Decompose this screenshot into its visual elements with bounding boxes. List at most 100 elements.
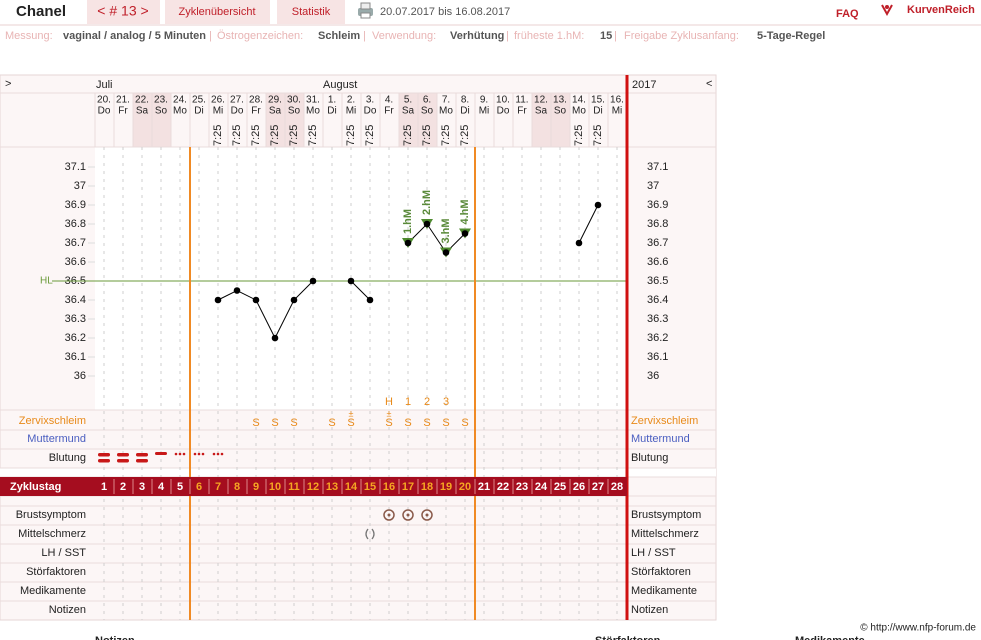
tab-label[interactable]: Statistik [292, 6, 331, 18]
breast-symptom [421, 509, 433, 521]
temp-point [575, 239, 583, 247]
y-tick-label: 37.1 [647, 161, 668, 173]
bleeding [212, 452, 216, 456]
weekend-cell [417, 93, 437, 147]
nav-left[interactable]: > [5, 78, 11, 90]
y-tick-label: 36.8 [65, 218, 86, 230]
date-label: 23. [154, 95, 168, 106]
temp-point [214, 296, 222, 304]
logo-text[interactable]: KurvenReich [907, 4, 975, 16]
info-separator: | [209, 30, 212, 42]
weekday-label: Fr [384, 106, 394, 117]
section-heading: Störfaktoren [595, 635, 661, 640]
info-separator: | [363, 30, 366, 42]
date-label: 9. [480, 95, 488, 106]
info-label: Freigabe Zyklusanfang: [624, 30, 739, 42]
time-label: 7:25 [307, 125, 319, 146]
weekday-label: Mo [173, 106, 187, 117]
row-label: Muttermund [631, 433, 690, 445]
coverline-label: HL [40, 276, 53, 287]
temp-point [423, 220, 431, 228]
cervix-top: ± [349, 408, 354, 418]
info-value: 5-Tage-Regel [757, 30, 825, 42]
cycle-day: 6 [196, 481, 202, 493]
cervix-top: ± [387, 408, 392, 418]
cycle-box[interactable] [87, 0, 160, 24]
month-label: Juli [96, 79, 113, 91]
date-range: 20.07.2017 bis 16.08.2017 [380, 6, 510, 18]
time-label: 7:25 [345, 125, 357, 146]
date-label: 30. [287, 95, 301, 106]
cycle-nav[interactable]: < # 13 > [97, 3, 148, 19]
time-label: 7:25 [250, 125, 262, 146]
cervix-symbol: S [328, 417, 335, 429]
hm-label: 3.hM [440, 218, 452, 243]
row-label: Notizen [49, 604, 86, 616]
row-label: Störfaktoren [631, 566, 691, 578]
weekday-label: Sa [136, 106, 149, 117]
cycle-bar [0, 477, 627, 496]
weekday-label: Do [231, 106, 244, 117]
cycle-day: 16 [383, 481, 395, 493]
cycle-day: 12 [307, 481, 319, 493]
time-label: 7:25 [459, 125, 471, 146]
time-label: 7:25 [269, 125, 281, 146]
date-label: 10. [496, 95, 510, 106]
cycle-day: 3 [139, 481, 145, 493]
row-label: Medikamente [20, 585, 86, 597]
date-label: 3. [366, 95, 374, 106]
date-label: 1. [328, 95, 336, 106]
cycle-day: 11 [288, 481, 300, 493]
date-label: 5. [404, 95, 412, 106]
date-label: 21. [116, 95, 130, 106]
date-label: 8. [461, 95, 469, 106]
faq-link[interactable]: FAQ [836, 8, 859, 20]
bleeding [117, 453, 129, 457]
chart-layer: Chanel < # 13 > Zyklenübersicht Statistik 20… [0, 3, 976, 640]
y-tick-label: 36 [74, 370, 86, 382]
weekend-cell [265, 93, 285, 147]
bleeding [201, 452, 205, 456]
tab[interactable] [165, 0, 270, 24]
weekday-label: Mo [306, 106, 320, 117]
weekday-label: Do [364, 106, 377, 117]
cycle-day: 4 [158, 481, 165, 493]
logo-icon[interactable] [881, 4, 893, 17]
row-label: Muttermund [27, 433, 86, 445]
bleeding [178, 452, 182, 456]
y-tick-label: 36.8 [647, 218, 668, 230]
cycle-day: 10 [269, 481, 281, 493]
cervix-symbol: S [271, 417, 278, 429]
tab-label[interactable]: Zyklenübersicht [178, 6, 255, 18]
y-tick-label: 37.1 [65, 161, 86, 173]
cycle-day: 24 [535, 481, 548, 493]
row-label: Brustsymptom [16, 509, 86, 521]
info-label: Östrogenzeichen: [217, 30, 303, 42]
cycle-day: 27 [592, 481, 604, 493]
weekday-label: Mi [612, 106, 623, 117]
hm-label: 4.hM [459, 199, 471, 224]
date-label: 20. [97, 95, 111, 106]
date-label: 14. [572, 95, 586, 106]
date-label: 31. [306, 95, 320, 106]
row-label: Störfaktoren [26, 566, 86, 578]
cervix-symbol: S [347, 417, 354, 429]
weekday-label: Sa [535, 106, 548, 117]
time-label: 7:25 [421, 125, 433, 146]
weekend-cell [284, 93, 304, 147]
date-label: 26. [211, 95, 225, 106]
y-tick-label: 37 [647, 180, 659, 192]
bleeding [174, 452, 178, 456]
weekend-cell [398, 93, 418, 147]
nav-right[interactable]: < [706, 78, 712, 90]
cycle-day: 14 [345, 481, 358, 493]
tab[interactable] [277, 0, 345, 24]
row-label: Brustsymptom [631, 509, 701, 521]
weekday-label: Fr [118, 106, 128, 117]
y-tick-label: 36.4 [65, 294, 86, 306]
printer-icon[interactable] [358, 2, 373, 19]
row-label: Blutung [49, 452, 86, 464]
weekday-label: Mi [346, 106, 357, 117]
bleeding [197, 452, 201, 456]
temp-point [404, 239, 412, 247]
